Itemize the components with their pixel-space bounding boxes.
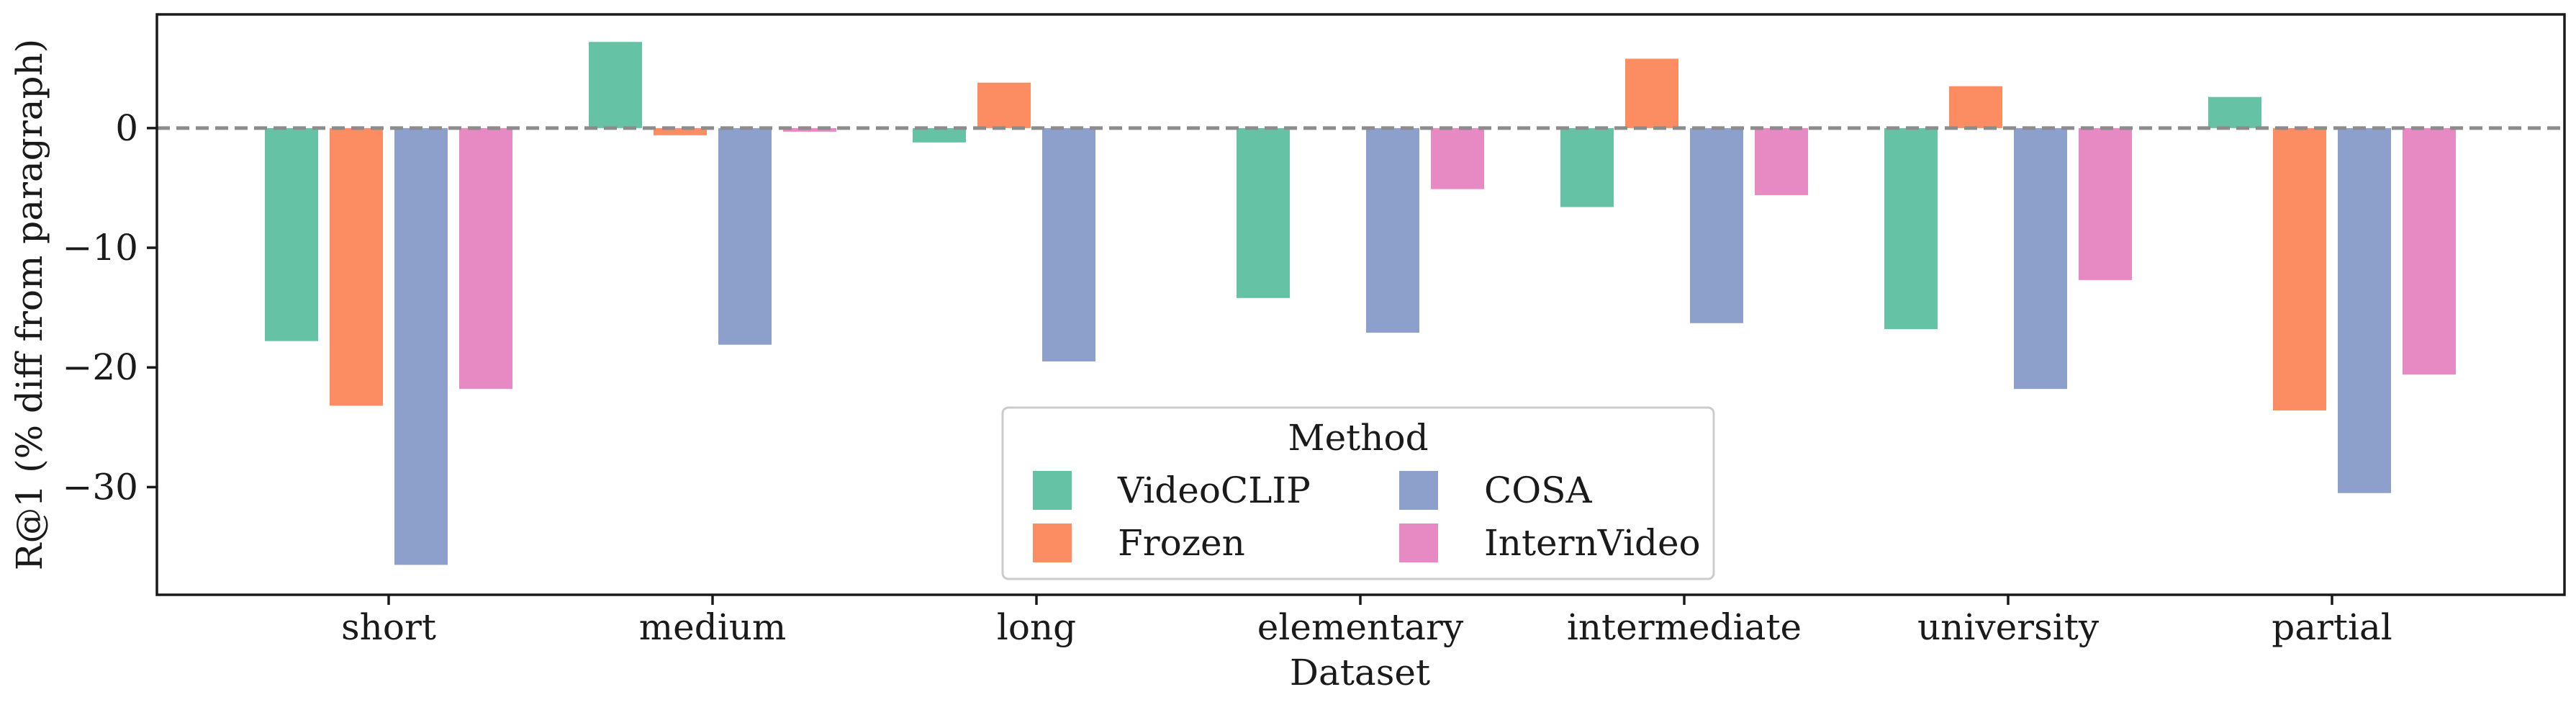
y-tick-label: −20 <box>62 346 138 388</box>
legend-title: Method <box>1288 417 1428 459</box>
bar-videoclip-short <box>265 128 318 341</box>
bar-videoclip-partial <box>2208 97 2261 128</box>
bar-frozen-long <box>977 83 1031 128</box>
bar-cosa-elementary <box>1366 128 1419 333</box>
legend-label-videoclip: VideoCLIP <box>1117 469 1311 511</box>
legend-swatch-videoclip <box>1033 471 1072 510</box>
legend-swatch-frozen <box>1033 523 1072 562</box>
y-tick-label: −30 <box>62 466 138 508</box>
y-tick-label: 0 <box>115 107 138 149</box>
bar-cosa-short <box>394 128 448 565</box>
bar-frozen-university <box>1949 86 2002 128</box>
x-tick-label-partial: partial <box>2272 606 2392 648</box>
legend: Method VideoCLIP Frozen COSA InternVideo <box>1003 408 1714 579</box>
x-tick-label-long: long <box>997 606 1076 648</box>
x-tick-label-short: short <box>341 606 436 648</box>
bar-frozen-partial <box>2273 128 2326 410</box>
x-tick-label-university: university <box>1917 606 2100 648</box>
bar-cosa-partial <box>2338 128 2391 493</box>
x-tick-label-medium: medium <box>639 606 787 648</box>
bar-frozen-medium <box>654 128 707 135</box>
bar-internvideo-intermediate <box>1755 128 1808 195</box>
bar-frozen-short <box>330 128 383 406</box>
bar-internvideo-short <box>459 128 512 389</box>
legend-label-frozen: Frozen <box>1118 522 1245 564</box>
y-axis-title: R@1 (% diff from paragraph) <box>9 39 50 570</box>
bar-cosa-university <box>2014 128 2067 389</box>
legend-swatch-internvideo <box>1399 523 1438 562</box>
bar-cosa-intermediate <box>1690 128 1743 323</box>
bar-cosa-long <box>1042 128 1095 361</box>
bar-videoclip-intermediate <box>1560 128 1614 207</box>
bar-videoclip-elementary <box>1237 128 1290 298</box>
y-tick-label: −10 <box>62 227 138 269</box>
x-tick-label-intermediate: intermediate <box>1567 606 1802 648</box>
bar-internvideo-elementary <box>1431 128 1484 189</box>
legend-label-cosa: COSA <box>1484 469 1593 511</box>
bar-internvideo-university <box>2079 128 2132 280</box>
bar-videoclip-medium <box>589 42 642 128</box>
bar-videoclip-university <box>1884 128 1938 329</box>
bar-videoclip-long <box>913 128 966 143</box>
bar-cosa-medium <box>718 128 772 345</box>
bar-internvideo-partial <box>2403 128 2456 374</box>
bar-frozen-intermediate <box>1625 58 1678 127</box>
legend-label-internvideo: InternVideo <box>1484 522 1701 564</box>
x-tick-label-elementary: elementary <box>1257 606 1464 648</box>
x-axis-title: Dataset <box>1290 652 1430 693</box>
legend-swatch-cosa <box>1399 471 1438 510</box>
